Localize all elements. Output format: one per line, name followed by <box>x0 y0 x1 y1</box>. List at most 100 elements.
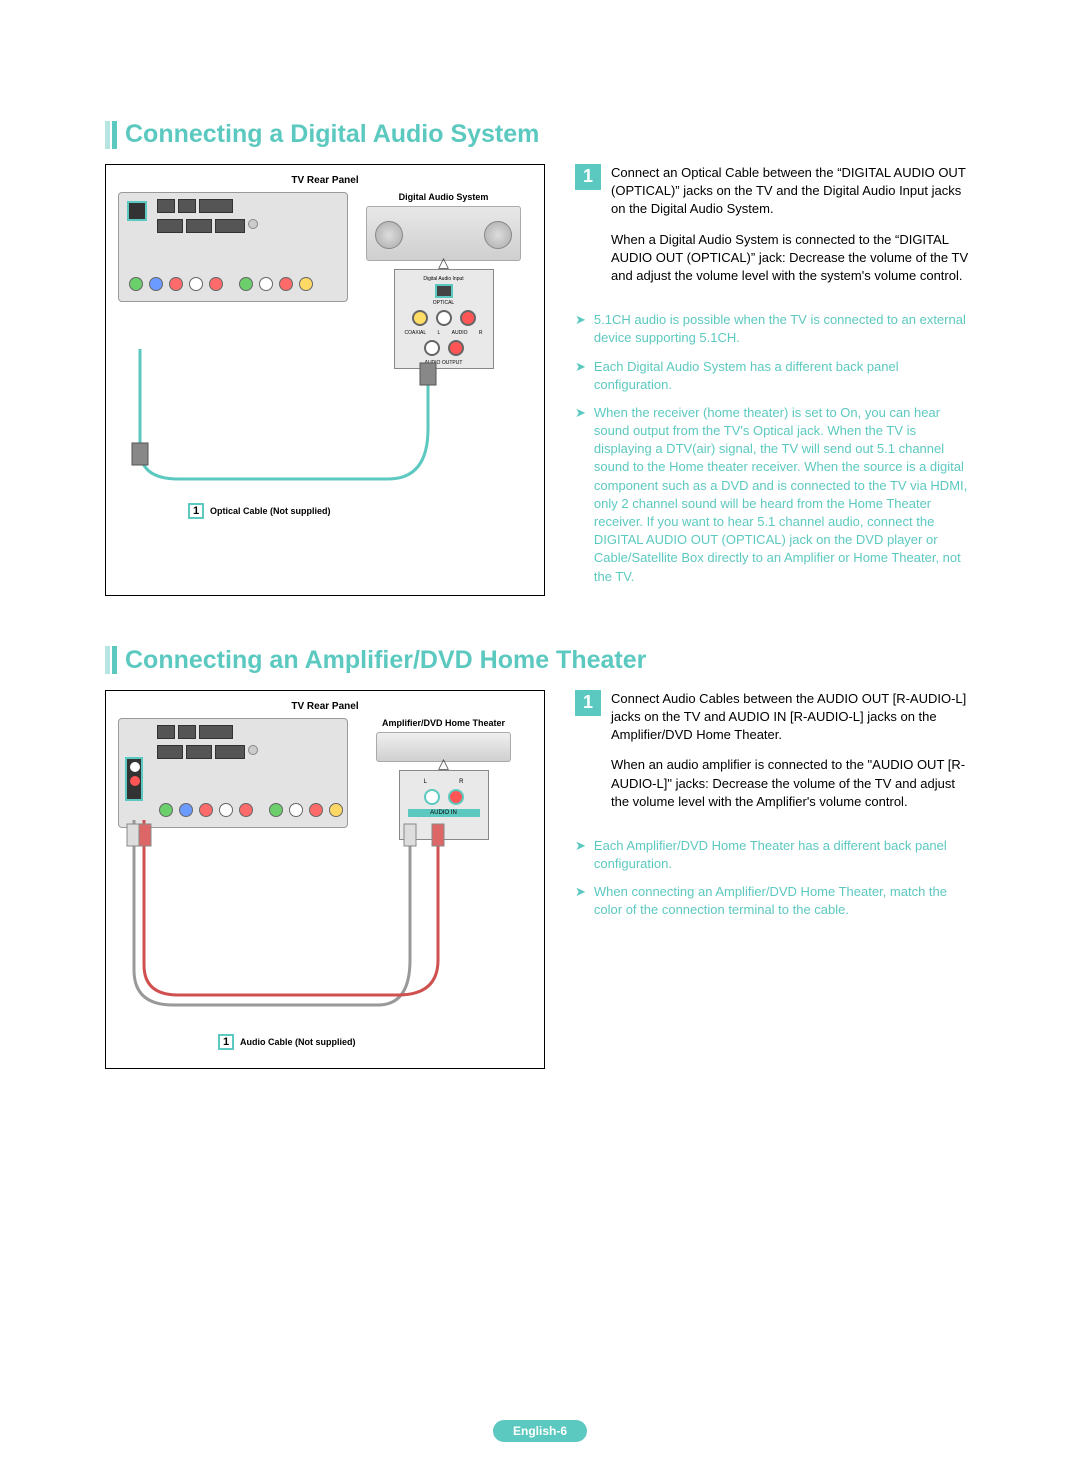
jack-icon <box>199 803 213 817</box>
jack-icon <box>309 803 323 817</box>
step-paragraph: Connect Audio Cables between the AUDIO O… <box>611 690 975 745</box>
note-item: ➤ 5.1CH audio is possible when the TV is… <box>575 311 975 347</box>
note-item: ➤ When connecting an Amplifier/DVD Home … <box>575 883 975 919</box>
rca-jack-icon <box>424 340 440 356</box>
section1-text: 1 Connect an Optical Cable between the “… <box>575 164 975 596</box>
stereo-system-icon <box>366 206 521 261</box>
jack-icon <box>239 803 253 817</box>
section2-diagram: TV Rear Panel <box>105 690 545 1069</box>
amplifier-block: Amplifier/DVD Home Theater △ L R AUDIO I… <box>366 718 521 840</box>
hdmi-port-icon <box>178 199 196 213</box>
cable-area: 1 Audio Cable (Not supplied) <box>118 840 532 1050</box>
panel-row: Amplifier/DVD Home Theater △ L R AUDIO I… <box>118 718 532 840</box>
conn-label: OPTICAL <box>401 300 487 306</box>
jack-icon <box>279 277 293 291</box>
conn-label: COAXIAL <box>405 330 427 336</box>
hdmi-port-icon <box>215 745 245 759</box>
audio-system-label: Digital Audio System <box>366 192 521 202</box>
step-row: 1 Connect an Optical Cable between the “… <box>575 164 975 297</box>
bar-icon <box>112 646 117 674</box>
tv-rear-panel-icon <box>118 718 348 828</box>
note-item: ➤ Each Digital Audio System has a differ… <box>575 358 975 394</box>
dvi-port-icon <box>186 219 212 233</box>
note-item: ➤ When the receiver (home theater) is se… <box>575 404 975 586</box>
audio-cable-icon <box>118 820 538 1050</box>
cable-number-badge: 1 <box>218 1034 234 1050</box>
note-text: When connecting an Amplifier/DVD Home Th… <box>594 883 975 919</box>
jack-icon <box>239 277 253 291</box>
jack-icon <box>169 277 183 291</box>
step-paragraph: When a Digital Audio System is connected… <box>611 231 975 286</box>
section-digital-audio: Connecting a Digital Audio System TV Rea… <box>105 120 975 596</box>
jack-icon <box>149 277 163 291</box>
jack-icon <box>289 803 303 817</box>
conn-label: AUDIO IN <box>408 809 480 817</box>
step-body: Connect Audio Cables between the AUDIO O… <box>611 690 975 823</box>
note-text: 5.1CH audio is possible when the TV is c… <box>594 311 975 347</box>
jack-icon <box>269 803 283 817</box>
jack-icon <box>219 803 233 817</box>
audio-out-port-icon <box>125 757 143 801</box>
step-row: 1 Connect Audio Cables between the AUDIO… <box>575 690 975 823</box>
rca-jack-icon <box>448 789 464 805</box>
note-item: ➤ Each Amplifier/DVD Home Theater has a … <box>575 837 975 873</box>
jack-icon <box>130 762 140 772</box>
title-bars-icon <box>105 121 117 149</box>
pc-port-icon <box>199 199 233 213</box>
tv-panel-label: TV Rear Panel <box>118 701 532 712</box>
speaker-icon <box>375 221 403 249</box>
section-amplifier: Connecting an Amplifier/DVD Home Theater… <box>105 646 975 1069</box>
jack-icon <box>130 776 140 786</box>
jack-icon <box>299 277 313 291</box>
dvi-port-icon <box>186 745 212 759</box>
step-number-badge: 1 <box>575 690 601 716</box>
arrow-up-icon: △ <box>438 254 449 271</box>
cable-label-row: 1 Optical Cable (Not supplied) <box>188 503 331 519</box>
jack-icon <box>129 277 143 291</box>
section-title-row: Connecting an Amplifier/DVD Home Theater <box>105 646 975 675</box>
note-text: Each Digital Audio System has a differen… <box>594 358 975 394</box>
note-marker-icon: ➤ <box>575 883 586 919</box>
optical-jack-icon <box>435 284 453 298</box>
rca-jack-icon <box>460 310 476 326</box>
rca-jack-icon <box>436 310 452 326</box>
jack-icon <box>329 803 343 817</box>
conn-label: AUDIO OUTPUT <box>401 360 487 366</box>
section1-diagram: TV Rear Panel <box>105 164 545 596</box>
section1-content: TV Rear Panel <box>105 164 975 596</box>
rca-jack-icon <box>424 789 440 805</box>
note-marker-icon: ➤ <box>575 358 586 394</box>
bar-icon <box>105 121 110 149</box>
conn-label: R <box>459 779 463 785</box>
hdmi-port-icon <box>178 725 196 739</box>
conn-label: R <box>479 330 483 336</box>
tv-panel-label: TV Rear Panel <box>118 175 532 186</box>
cable-number-badge: 1 <box>188 503 204 519</box>
rca-jack-icon <box>412 310 428 326</box>
service-port-icon <box>248 219 258 229</box>
pc-port-icon <box>199 725 233 739</box>
cable-label-row: 1 Audio Cable (Not supplied) <box>218 1034 356 1050</box>
step-paragraph: Connect an Optical Cable between the “DI… <box>611 164 975 219</box>
jack-icon <box>159 803 173 817</box>
rca-jack-icon <box>448 340 464 356</box>
conn-label: Digital Audio Input <box>401 276 487 282</box>
page-number-badge: English-6 <box>493 1420 587 1442</box>
component-jacks-icon <box>159 803 343 817</box>
cable-area: 1 Optical Cable (Not supplied) <box>118 369 532 519</box>
hdmi-port-icon <box>215 219 245 233</box>
note-text: Each Amplifier/DVD Home Theater has a di… <box>594 837 975 873</box>
note-marker-icon: ➤ <box>575 404 586 586</box>
page-footer: English-6 <box>493 1420 587 1442</box>
panel-row: Digital Audio System △ Digital Audio Inp… <box>118 192 532 369</box>
section2-content: TV Rear Panel <box>105 690 975 1069</box>
step-body: Connect an Optical Cable between the “DI… <box>611 164 975 297</box>
cable-label-text: Optical Cable (Not supplied) <box>210 506 331 516</box>
conn-label: L <box>424 779 427 785</box>
hdmi-port-icon <box>157 725 175 739</box>
audio-system-block: Digital Audio System △ Digital Audio Inp… <box>366 192 521 369</box>
section-title-row: Connecting a Digital Audio System <box>105 120 975 149</box>
bar-icon <box>112 121 117 149</box>
note-list: ➤ Each Amplifier/DVD Home Theater has a … <box>575 837 975 920</box>
jack-icon <box>259 277 273 291</box>
